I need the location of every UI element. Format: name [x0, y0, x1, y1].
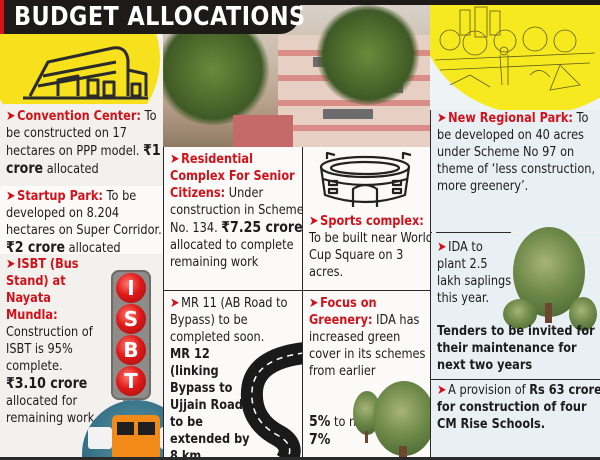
- convention-text: To be constructed on 17 hectares on PPP …: [6, 108, 157, 159]
- greenery-from: 5%: [309, 412, 331, 430]
- bottom-rule: [0, 457, 600, 460]
- park-sketch: [434, 6, 596, 91]
- startup-heading: Startup Park:: [17, 188, 103, 204]
- panel-saplings: ➤ IDA to plant 2.5 lakh saplings this yea…: [431, 227, 600, 379]
- arrow-icon: ➤: [437, 382, 447, 398]
- isbt-letter: S: [116, 304, 146, 334]
- arrow-icon: ➤: [6, 188, 16, 204]
- convention-illustration: [0, 34, 165, 104]
- saplings-text: IDA to plant 2.5 lakh saplings this year…: [437, 239, 512, 306]
- isbt-letter: I: [116, 273, 146, 303]
- arrow-icon: ➤: [437, 239, 447, 255]
- roads-text: MR 11 (AB Road to Bypass) to be complete…: [170, 295, 288, 345]
- park-heading: New Regional Park:: [448, 110, 573, 126]
- residential-text: Under construction in Scheme No. 134.: [170, 185, 304, 236]
- greenery-heading: Focus on Greenery:: [309, 295, 377, 328]
- bus-icon: [112, 415, 160, 460]
- startup-suffix: allocated: [68, 240, 121, 256]
- panel-cm-rise-schools: ➤ A provision of Rs 63 crore for construc…: [431, 380, 600, 460]
- roads-bold: MR 12 (linking Bypass to Ujjain Road) to…: [170, 346, 250, 460]
- isbt-letter: T: [116, 366, 146, 396]
- isbt-letter: B: [116, 335, 146, 365]
- saplings-bold: Tenders to be invited for their maintena…: [437, 323, 595, 373]
- sports-heading: Sports complex:: [320, 213, 424, 229]
- arrow-icon: ➤: [170, 151, 180, 167]
- schools-bold: Rs 63 crore for construction of four CM …: [437, 382, 600, 432]
- panel-convention-center: ➤ Convention Center: To be constructed on…: [0, 104, 163, 186]
- panel-regional-park: ➤ New Regional Park: To be developed on 4…: [431, 110, 600, 232]
- arrow-icon: ➤: [6, 108, 16, 124]
- park-text: To be developed on 40 acres under Scheme…: [437, 110, 596, 194]
- park-illustration: [430, 5, 600, 115]
- greenery-text: IDA has increased green cover in its sch…: [309, 312, 426, 379]
- isbt-text: Construction of ISBT is 95% complete.: [6, 324, 93, 374]
- startup-text: To be developed on 8.204 hectares on Sup…: [6, 188, 162, 238]
- panel-sports-complex: ➤ Sports complex: To be built near World …: [303, 147, 433, 290]
- bus-icon: [88, 427, 112, 449]
- arrow-icon: ➤: [437, 110, 447, 126]
- arrow-icon: ➤: [6, 256, 16, 272]
- title-bar: BUDGET ALLOCATIONS: [0, 0, 305, 34]
- isbt-amount: ₹3.10 crore: [6, 374, 88, 392]
- panel-roads: ➤ MR 11 (AB Road to Bypass) to be complet…: [164, 291, 304, 460]
- tree-icon: [569, 297, 597, 331]
- tree-icon: [373, 381, 435, 456]
- residential-heading: Residential Complex For Senior Citizens:: [170, 151, 295, 201]
- winding-road-icon: [240, 342, 304, 460]
- arrow-icon: ➤: [170, 295, 180, 311]
- arrow-icon: ➤: [309, 213, 319, 229]
- sports-text: To be built near World Cup Square on 3 a…: [309, 230, 433, 280]
- page-title: BUDGET ALLOCATIONS: [14, 2, 306, 32]
- tree-icon: [503, 299, 537, 329]
- panel-greenery: ➤ Focus on Greenery: IDA has increased gr…: [303, 291, 435, 460]
- top-strip: [300, 0, 600, 5]
- panel-startup-park: ➤ Startup Park: To be developed on 8.204 …: [0, 186, 163, 256]
- schools-text: A provision of: [448, 382, 526, 398]
- isbt-heading: ISBT (Bus Stand) at Nayata Mundla:: [6, 256, 79, 323]
- convention-heading: Convention Center:: [17, 108, 141, 124]
- convention-amount: ₹1 crore: [6, 141, 161, 177]
- stadium-icon: [319, 151, 412, 207]
- isbt-suffix: allocated for remaining work: [6, 393, 95, 426]
- convention-suffix: allocated: [46, 161, 99, 177]
- greenery-to: 7%: [309, 430, 331, 448]
- startup-amount: ₹2 crore: [6, 238, 66, 256]
- panel-residential-complex: ➤ Residential Complex For Senior Citizens…: [164, 147, 304, 290]
- arrow-icon: ➤: [309, 295, 319, 311]
- convention-center-building-icon: [23, 46, 148, 100]
- residential-amount: ₹7.25 crore: [221, 218, 303, 236]
- residential-suffix: allocated to complete remaining work: [170, 237, 294, 270]
